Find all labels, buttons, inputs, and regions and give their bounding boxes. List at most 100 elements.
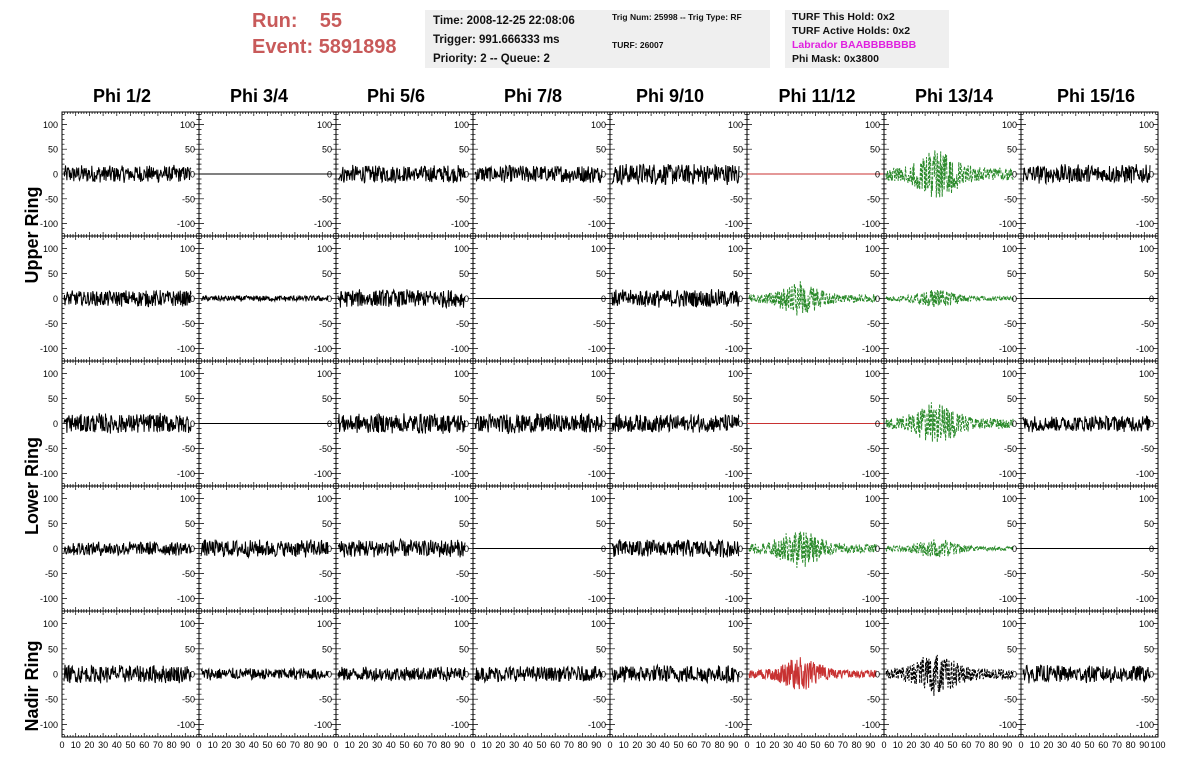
ytick-label: -50 xyxy=(867,569,880,579)
ytick-label: -50 xyxy=(730,695,743,705)
panel-ticks-r2-c6 xyxy=(883,361,1022,486)
ytick-label: 50 xyxy=(185,394,195,404)
trace-r3-c1 xyxy=(200,538,329,560)
ytick-label: 0 xyxy=(190,294,195,304)
ytick-label: 100 xyxy=(43,244,58,254)
ytick-label: 50 xyxy=(185,519,195,529)
ytick-label: -100 xyxy=(451,469,469,479)
ytick-label: 0 xyxy=(327,544,332,554)
ytick-label: 0 xyxy=(1012,419,1017,429)
xtick-label: 0 xyxy=(1018,740,1023,750)
xtick-label: 70 xyxy=(564,740,574,750)
panel-ticks-r2-c5 xyxy=(746,361,885,486)
ytick-label: 0 xyxy=(738,544,743,554)
xtick-label: 50 xyxy=(1084,740,1094,750)
ytick-label: 50 xyxy=(322,145,332,155)
ytick-label: 50 xyxy=(1007,145,1017,155)
trace-r1-c4 xyxy=(611,289,740,308)
xtick-label: 20 xyxy=(1043,740,1053,750)
run-value: 55 xyxy=(319,10,343,32)
event-value: 5891898 xyxy=(318,36,397,58)
trace-r0-c0 xyxy=(63,164,192,183)
xtick-label: 50 xyxy=(810,740,820,750)
ytick-label: -100 xyxy=(451,344,469,354)
ytick-label: -100 xyxy=(725,344,743,354)
ytick-label: 0 xyxy=(1149,170,1154,180)
panel-ticks-r2-c3 xyxy=(472,361,611,486)
ytick-label: 0 xyxy=(464,544,469,554)
ytick-label: 50 xyxy=(733,519,743,529)
ytick-label: -100 xyxy=(177,219,195,229)
xtick-label: 80 xyxy=(715,740,725,750)
ytick-label: -100 xyxy=(862,594,880,604)
ytick-label: 0 xyxy=(738,419,743,429)
ytick-label: 0 xyxy=(875,544,880,554)
xtick-label: 70 xyxy=(427,740,437,750)
xtick-label: 60 xyxy=(824,740,834,750)
xtick-label: 40 xyxy=(249,740,259,750)
ytick-label: 50 xyxy=(733,145,743,155)
xtick-label: 90 xyxy=(454,740,464,750)
ytick-label: -50 xyxy=(319,444,332,454)
ytick-label: -50 xyxy=(867,194,880,204)
xtick-label: 90 xyxy=(728,740,738,750)
ytick-label: 0 xyxy=(1012,544,1017,554)
ytick-label: 100 xyxy=(43,619,58,629)
trace-r3-c5 xyxy=(748,531,877,568)
ytick-label: 100 xyxy=(1002,494,1017,504)
panel-ticks-r2-c7 xyxy=(1020,361,1159,486)
ytick-label: 0 xyxy=(601,419,606,429)
panel-ticks-r2-c4 xyxy=(609,361,748,486)
panel-ticks-r0-c2 xyxy=(335,112,474,236)
ytick-label: 0 xyxy=(1149,544,1154,554)
panel-ticks-r4-c7 xyxy=(1020,611,1159,737)
trace-r4-c6 xyxy=(885,654,1014,696)
xtick-label: 70 xyxy=(975,740,985,750)
ytick-label: -100 xyxy=(40,344,58,354)
ytick-label: 50 xyxy=(322,269,332,279)
ytick-label: 0 xyxy=(464,294,469,304)
xtick-label: 0 xyxy=(607,740,612,750)
ytick-label: 0 xyxy=(1149,670,1154,680)
ytick-label: -100 xyxy=(1136,469,1154,479)
ytick-label: 100 xyxy=(591,494,606,504)
phi-header-3: Phi 7/8 xyxy=(503,86,563,106)
xtick-label: 20 xyxy=(495,740,505,750)
panel-ticks-r4-c6 xyxy=(883,611,1022,737)
ytick-label: -100 xyxy=(1136,219,1154,229)
phi-header-1: Phi 3/4 xyxy=(229,86,289,106)
trace-r3-c0 xyxy=(63,541,192,557)
ytick-label: -100 xyxy=(725,469,743,479)
ytick-label: 50 xyxy=(870,394,880,404)
ytick-label: 0 xyxy=(190,419,195,429)
trace-r0-c6 xyxy=(885,150,1014,198)
ytick-label: 50 xyxy=(459,269,469,279)
ytick-label: -100 xyxy=(862,469,880,479)
ytick-label: 100 xyxy=(317,494,332,504)
trace-r0-c7 xyxy=(1022,164,1151,186)
ytick-label: -100 xyxy=(177,469,195,479)
ytick-label: 50 xyxy=(596,394,606,404)
ytick-label: 100 xyxy=(180,120,195,130)
ytick-label: -50 xyxy=(1004,444,1017,454)
labrador-text: Labrador BAABBBBBBB xyxy=(792,39,917,51)
xtick-label: 40 xyxy=(660,740,670,750)
ytick-label: 100 xyxy=(728,120,743,130)
ytick-label: 50 xyxy=(596,519,606,529)
ytick-label: 50 xyxy=(596,269,606,279)
xtick-label: 80 xyxy=(852,740,862,750)
trace-r4-c2 xyxy=(337,666,466,683)
ytick-label: 0 xyxy=(327,294,332,304)
ytick-label: -50 xyxy=(456,319,469,329)
panel-ticks-r4-c5 xyxy=(746,611,885,737)
xtick-label: 80 xyxy=(167,740,177,750)
xtick-label: 90 xyxy=(1139,740,1149,750)
xtick-label: 40 xyxy=(523,740,533,750)
panel-ticks-r0-c4 xyxy=(609,112,748,236)
panel-ticks-r3-c5 xyxy=(746,486,885,611)
ytick-label: 0 xyxy=(601,544,606,554)
ytick-label: 50 xyxy=(48,145,58,155)
ytick-label: -50 xyxy=(593,444,606,454)
ytick-label: -100 xyxy=(999,720,1017,730)
trigger-info-box: Trig Num: 25998 -- Trig Type: RF TURF: 2… xyxy=(604,10,770,68)
